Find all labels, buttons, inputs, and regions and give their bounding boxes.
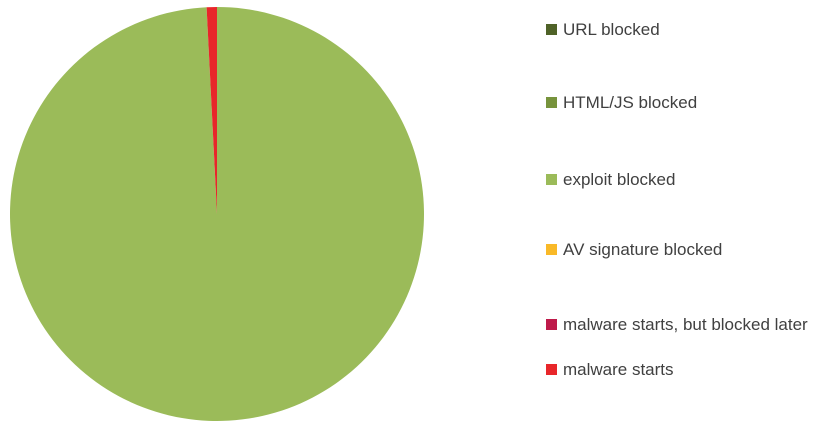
legend-swatch [546,97,557,108]
legend-label: URL blocked [563,20,660,39]
legend-item: malware starts, but blocked later [546,315,836,335]
legend-item: AV signature blocked [546,240,836,260]
legend-swatch [546,24,557,35]
legend-label: malware starts [563,360,674,379]
legend-label: HTML/JS blocked [563,93,698,112]
legend-swatch [546,364,557,375]
legend-swatch [546,319,557,330]
pie-slice [10,7,424,421]
legend-item: malware starts [546,360,836,380]
legend-swatch [546,174,557,185]
legend-item: exploit blocked [546,170,836,190]
legend-item: HTML/JS blocked [546,93,836,113]
legend-item: URL blocked [546,20,836,40]
legend-label: AV signature blocked [563,240,723,259]
legend-label: exploit blocked [563,170,676,189]
legend-swatch [546,244,557,255]
legend-label: malware starts, but blocked later [563,315,808,334]
pie-slice [206,7,217,214]
